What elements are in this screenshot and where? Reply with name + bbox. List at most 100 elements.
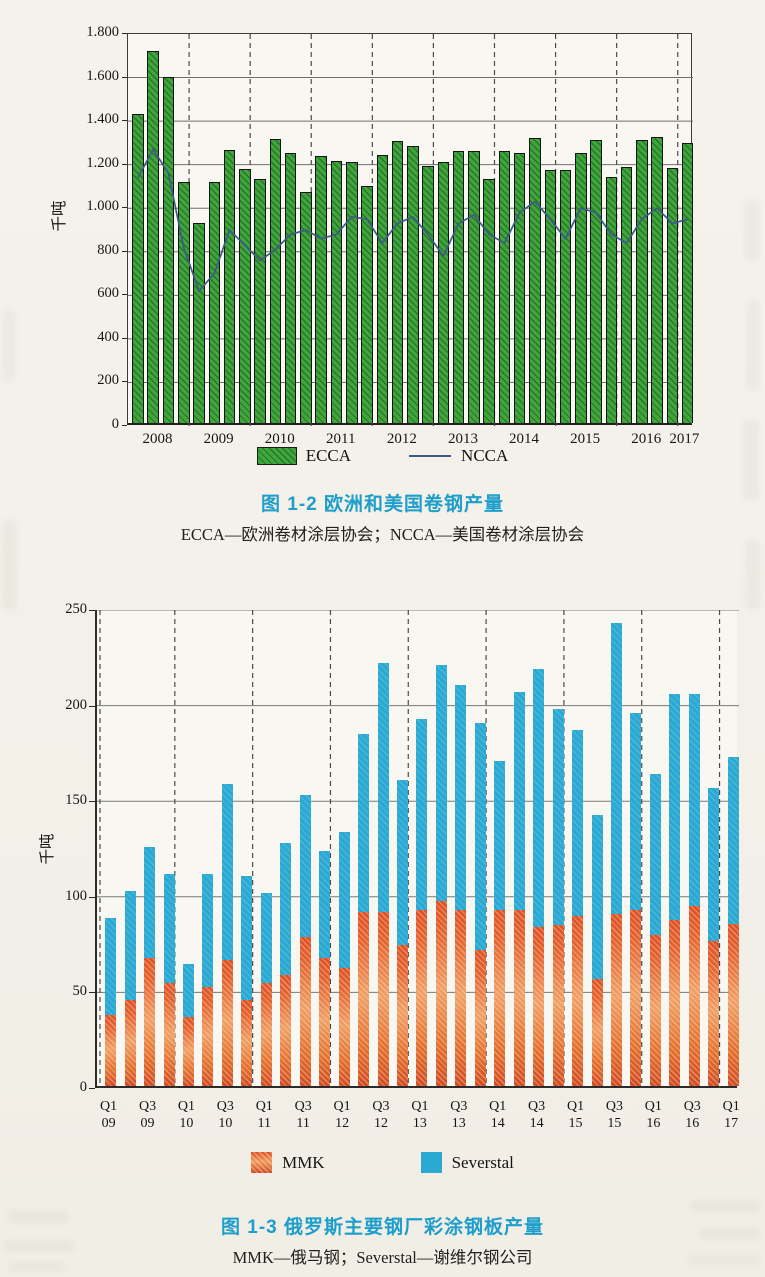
severstal-bar-segment xyxy=(124,891,136,1000)
x-tick-label-quarter: Q3 13 xyxy=(450,1099,468,1131)
ecca-bar xyxy=(620,167,633,423)
y-tick-label: 200 xyxy=(97,372,119,389)
y-tick-mark xyxy=(122,163,127,165)
y-tick-label: 1.800 xyxy=(86,24,119,40)
ecca-bar xyxy=(544,170,556,423)
mmk-legend-label: MMK xyxy=(282,1152,325,1172)
y-tick-mark xyxy=(122,76,127,78)
mmk-bar-segment xyxy=(416,910,428,1086)
ecca-bar xyxy=(483,179,495,423)
severstal-bar-segment xyxy=(221,783,233,960)
severstal-bar-segment xyxy=(513,692,525,911)
ecca-bar xyxy=(300,192,312,423)
x-tick-label-quarter: Q1 17 xyxy=(722,1099,740,1131)
ecca-bar xyxy=(178,182,190,423)
mmk-bar-segment xyxy=(338,967,350,1086)
x-tick-label-year: 2017 xyxy=(669,431,700,447)
severstal-bar-segment xyxy=(669,694,681,920)
x-tick-label-quarter: Q1 09 xyxy=(100,1099,118,1131)
mmk-bar-segment xyxy=(610,913,622,1087)
bleed-through-mark xyxy=(10,1262,65,1272)
y-tick-mark xyxy=(89,801,95,803)
y-tick-label: 0 xyxy=(79,1079,87,1095)
mmk-bar-segment xyxy=(591,978,603,1087)
y-tick-label: 200 xyxy=(65,696,87,713)
ecca-bar xyxy=(162,76,175,423)
ecca-bar xyxy=(681,143,694,423)
ecca-bar xyxy=(284,153,297,423)
mmk-bar-segment xyxy=(474,950,486,1086)
ecca-bar xyxy=(666,168,679,423)
mmk-bar-segment xyxy=(727,923,739,1086)
x-tick-label-year: 2010 xyxy=(264,431,295,447)
x-tick-label-year: 2015 xyxy=(570,431,601,447)
ecca-bar xyxy=(605,176,618,423)
y-tick-label: 1.200 xyxy=(86,154,119,171)
mmk-bar-segment xyxy=(688,906,700,1086)
x-tick-label-year: 2011 xyxy=(326,431,356,447)
mmk-bar-segment xyxy=(708,940,720,1087)
ecca-bar xyxy=(422,166,434,423)
ncca-legend-line xyxy=(409,455,452,457)
severstal-bar-segment xyxy=(202,873,214,987)
ncca-line xyxy=(137,147,688,293)
figure-1-2-y-axis-title: 千吨 xyxy=(51,200,68,232)
x-tick-label-quarter: Q3 10 xyxy=(216,1099,234,1131)
x-tick-label-quarter: Q3 14 xyxy=(528,1099,546,1131)
y-tick-mark xyxy=(122,381,127,383)
figure-1-2-legend: ECCA NCCA xyxy=(0,446,765,466)
y-tick-label: 1.400 xyxy=(86,111,119,128)
severstal-bar-segment xyxy=(260,892,272,983)
x-tick-label-quarter: Q3 12 xyxy=(372,1099,390,1131)
bleed-through-mark xyxy=(688,1255,760,1265)
mmk-bar-segment xyxy=(455,910,467,1086)
figure-1-3-y-axis-title: 千吨 xyxy=(39,833,56,865)
severstal-legend-label: Severstal xyxy=(451,1152,514,1172)
severstal-bar-segment xyxy=(708,787,720,941)
x-tick-label-quarter: Q3 11 xyxy=(294,1099,312,1131)
severstal-bar-segment xyxy=(474,722,486,951)
severstal-bar-segment xyxy=(435,665,447,901)
severstal-bar-segment xyxy=(727,757,739,924)
ecca-bar xyxy=(513,153,526,423)
severstal-bar-segment xyxy=(533,669,545,928)
y-tick-label: 150 xyxy=(65,792,87,809)
y-tick-label: 1.000 xyxy=(86,198,119,215)
mmk-bar-segment xyxy=(572,915,583,1087)
mmk-bar-segment xyxy=(513,910,525,1086)
figure-1-2-caption: 图 1-2 欧洲和美国卷钢产量 xyxy=(260,494,505,515)
ecca-bar xyxy=(407,146,419,423)
y-tick-label: 600 xyxy=(97,285,119,302)
bleed-through-mark xyxy=(4,1240,74,1252)
mmk-bar-segment xyxy=(260,982,272,1087)
ecca-bar xyxy=(391,141,404,423)
mmk-legend-swatch xyxy=(251,1152,273,1173)
y-tick-mark xyxy=(122,207,127,209)
bleed-through-mark xyxy=(746,300,760,390)
x-tick-label-year: 2008 xyxy=(142,431,173,447)
ecca-bar xyxy=(437,161,450,423)
mmk-bar-segment xyxy=(669,919,681,1087)
ecca-bar xyxy=(346,161,358,423)
severstal-bar-segment xyxy=(377,663,389,912)
figure-1-3-subcaption: MMK—俄马钢；Severstal—谢维尔钢公司 xyxy=(232,1248,533,1267)
ecca-bar xyxy=(498,150,511,423)
y-tick-label: 50 xyxy=(72,983,88,1000)
ecca-bar xyxy=(147,50,159,423)
mmk-bar-segment xyxy=(241,1000,253,1086)
x-tick-label-quarter: Q3 09 xyxy=(138,1099,157,1131)
y-tick-mark xyxy=(122,250,127,252)
severstal-bar-segment xyxy=(688,694,700,907)
ncca-legend-label: NCCA xyxy=(461,446,509,465)
x-tick-label-year: 2009 xyxy=(203,431,234,447)
y-tick-mark xyxy=(89,896,95,898)
mmk-bar-segment xyxy=(144,957,155,1087)
x-tick-label-quarter: Q3 15 xyxy=(605,1099,623,1131)
x-tick-label-year: 2014 xyxy=(509,431,540,447)
mmk-bar-segment xyxy=(319,957,331,1087)
y-tick-mark xyxy=(122,294,127,296)
y-tick-mark xyxy=(122,425,127,426)
ecca-bar xyxy=(651,136,663,423)
x-tick-label-quarter: Q1 15 xyxy=(566,1099,585,1131)
